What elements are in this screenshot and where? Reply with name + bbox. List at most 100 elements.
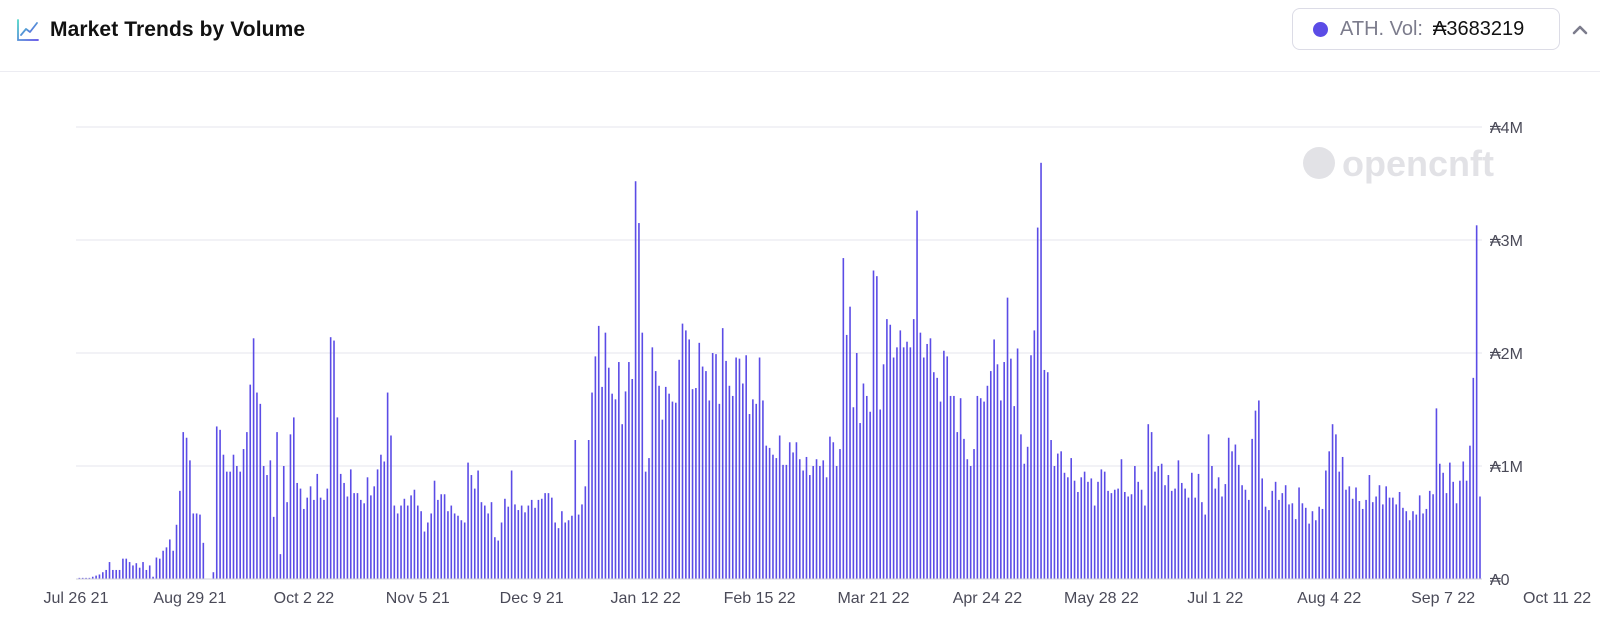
volume-bar xyxy=(484,505,486,579)
volume-bar xyxy=(1425,508,1428,579)
volume-bar xyxy=(778,435,781,579)
volume-bar xyxy=(1355,487,1357,579)
volume-bar xyxy=(752,399,754,579)
volume-bar xyxy=(1207,434,1210,579)
volume-bar xyxy=(370,495,372,579)
volume-bar xyxy=(1000,400,1002,579)
volume-bar xyxy=(1046,372,1049,579)
collapse-button[interactable] xyxy=(1568,18,1592,42)
volume-bar xyxy=(969,466,972,579)
opencnft-watermark: opencnft xyxy=(1303,143,1494,184)
volume-bar xyxy=(1003,362,1005,579)
volume-bar xyxy=(1083,471,1086,579)
volume-bar xyxy=(581,504,583,579)
volume-bar xyxy=(933,372,935,579)
volume-bar xyxy=(95,575,97,579)
volume-bar xyxy=(762,400,764,579)
x-tick-label: Feb 15 22 xyxy=(724,590,796,607)
volume-bar xyxy=(1281,493,1284,579)
volume-bar xyxy=(802,470,804,579)
volume-bar xyxy=(447,511,449,579)
volume-bar xyxy=(989,371,992,579)
volume-bar xyxy=(594,356,597,579)
volume-bar xyxy=(1254,410,1257,579)
volume-bar xyxy=(1408,520,1411,579)
volume-bar xyxy=(1438,463,1441,579)
volume-bar xyxy=(1321,508,1324,579)
volume-bar xyxy=(1328,451,1331,579)
volume-bar xyxy=(88,577,91,579)
volume-bar xyxy=(1358,501,1361,579)
volume-bar xyxy=(433,480,436,579)
volume-bar xyxy=(1415,514,1418,579)
volume-bar xyxy=(1164,485,1166,579)
x-tick-label: May 28 22 xyxy=(1064,590,1139,607)
volume-bar xyxy=(152,576,154,579)
y-tick-label: ₳1M xyxy=(1490,459,1523,476)
volume-bar xyxy=(1405,511,1408,579)
volume-bar xyxy=(587,440,590,579)
volume-bar xyxy=(1288,504,1290,579)
volume-bar xyxy=(1472,377,1475,579)
volume-bar xyxy=(1258,400,1260,579)
volume-bar xyxy=(638,223,640,580)
volume-bar xyxy=(1345,489,1347,579)
volume-bar xyxy=(681,323,684,579)
volume-bar xyxy=(809,475,811,579)
volume-bar xyxy=(996,364,999,579)
volume-bar xyxy=(155,557,158,579)
volume-bar xyxy=(564,522,567,579)
volume-bar xyxy=(976,395,979,579)
volume-bar xyxy=(1432,494,1434,579)
volume-bar xyxy=(939,401,942,579)
volume-bar xyxy=(1378,485,1381,579)
volume-bar xyxy=(1147,424,1150,579)
volume-bar xyxy=(1264,506,1267,579)
chevron-up-icon xyxy=(1572,25,1588,35)
volume-bar xyxy=(339,473,342,579)
volume-bar xyxy=(303,508,305,579)
volume-bar xyxy=(812,466,814,579)
volume-bar xyxy=(1469,445,1471,579)
volume-bar xyxy=(1331,424,1334,579)
volume-bar xyxy=(1227,437,1230,579)
volume-bar xyxy=(1338,471,1341,579)
volume-bar xyxy=(343,482,345,579)
volume-bar xyxy=(916,210,918,579)
volume-bar xyxy=(366,477,369,579)
volume-bar xyxy=(597,325,600,579)
volume-bar xyxy=(128,562,131,579)
volume-bar xyxy=(467,462,469,579)
volume-bar xyxy=(463,522,466,579)
volume-bar xyxy=(1144,505,1146,579)
volume-bar xyxy=(480,502,483,579)
volume-bar xyxy=(1026,446,1029,579)
volume-bar xyxy=(256,392,258,579)
y-tick-label: ₳0 xyxy=(1490,572,1510,589)
volume-bar xyxy=(815,459,818,579)
volume-bar xyxy=(430,513,432,579)
chart-header: Market Trends by Volume ATH. Vol: ₳36832… xyxy=(0,0,1600,72)
volume-bar xyxy=(1194,497,1196,579)
volume-bar xyxy=(524,512,526,579)
volume-bar xyxy=(1274,481,1277,579)
volume-bar xyxy=(658,385,660,579)
volume-bar xyxy=(396,513,399,579)
volume-bar xyxy=(185,437,188,579)
volume-bar xyxy=(1214,488,1217,579)
volume-bar xyxy=(249,384,252,579)
volume-bar xyxy=(182,432,185,579)
volume-bar xyxy=(1013,406,1016,579)
volume-bar xyxy=(728,385,731,579)
volume-bar xyxy=(289,434,292,579)
volume-bar xyxy=(1271,490,1274,579)
opencnft-logo-icon xyxy=(1303,147,1335,179)
chart-title: Market Trends by Volume xyxy=(50,18,306,41)
volume-bar xyxy=(906,341,908,579)
y-tick-label: ₳4M xyxy=(1490,120,1523,137)
volume-bar xyxy=(329,337,332,579)
volume-bar xyxy=(269,460,272,579)
x-tick-label: Aug 29 21 xyxy=(153,590,226,607)
volume-bar xyxy=(239,471,241,579)
volume-bar xyxy=(507,506,510,579)
